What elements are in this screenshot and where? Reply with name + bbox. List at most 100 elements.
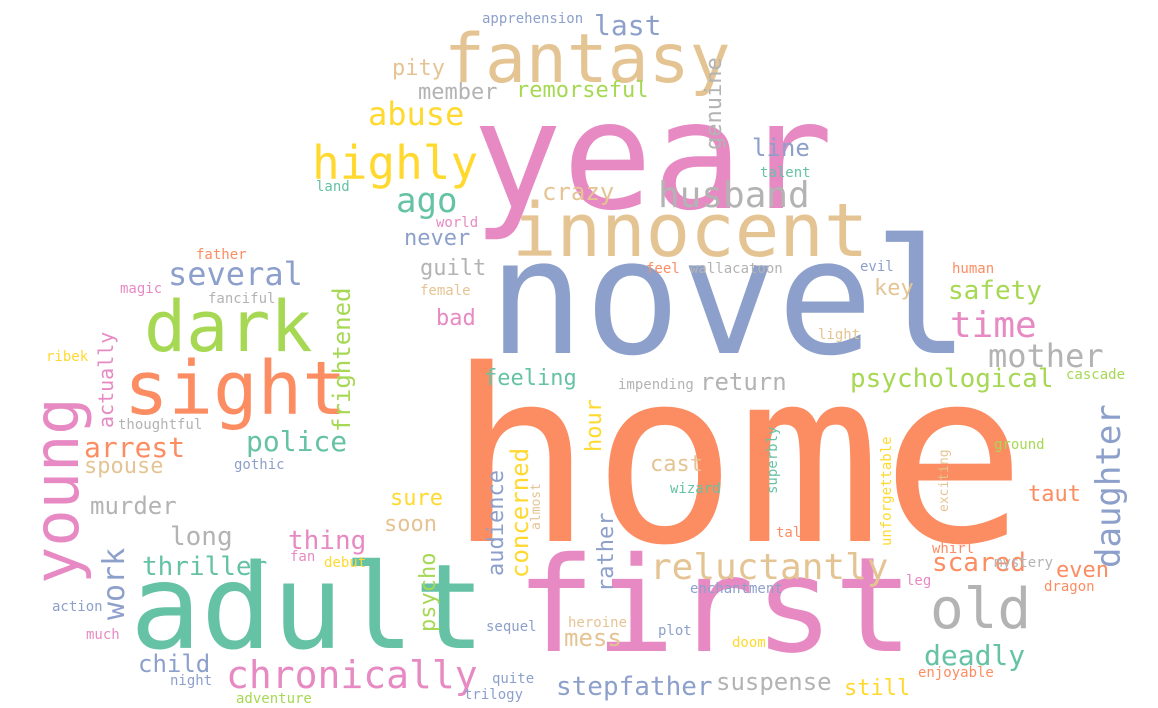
word-enchantment: enchantment [690, 581, 783, 597]
word-remorseful: remorseful [516, 78, 649, 103]
word-feel: feel [646, 261, 680, 277]
word-thing: thing [288, 526, 367, 556]
word-mystery: mystery [994, 555, 1054, 571]
word-adult: adult [130, 538, 486, 676]
word-year: year [472, 70, 834, 244]
word-abuse: abuse [368, 95, 465, 133]
word-plot: plot [658, 623, 692, 639]
word-long: long [170, 522, 233, 552]
word-audience: audience [484, 470, 509, 576]
word-dragon: dragon [1044, 579, 1095, 595]
word-safety: safety [948, 276, 1042, 306]
word-unforgettable: unforgettable [879, 436, 895, 546]
word-leg: leg [906, 573, 932, 589]
word-deadly: deadly [924, 639, 1026, 672]
word-actually: actually [94, 331, 118, 428]
word-fantasy: fantasy [444, 20, 731, 99]
word-world: world [436, 215, 479, 231]
word-several: several [168, 255, 303, 293]
word-still: still [844, 676, 911, 701]
word-home: home [448, 318, 1026, 598]
word-novel: novel [488, 204, 970, 391]
word-night: night [170, 673, 213, 689]
word-land: land [316, 179, 350, 195]
word-bad: bad [436, 306, 476, 331]
word-enjoyable: enjoyable [918, 665, 994, 681]
word-impending: impending [618, 377, 694, 393]
word-police: police [246, 425, 348, 458]
word-light: light [818, 327, 861, 343]
word-adventure: adventure [236, 691, 312, 707]
word-psychological: psychological [850, 364, 1054, 394]
word-soon: soon [384, 512, 437, 537]
word-child: child [138, 650, 211, 678]
word-rather: rather [594, 512, 619, 592]
word-female: female [420, 283, 471, 299]
word-frightened: frightened [328, 287, 356, 433]
word-cast: cast [650, 452, 703, 477]
word-ribek: ribek [46, 349, 89, 365]
word-exciting: exciting [937, 449, 952, 512]
word-reluctantly: reluctantly [650, 547, 889, 588]
word-line: line [752, 134, 810, 162]
word-debut: debut [324, 555, 367, 571]
word-daughter: daughter [1089, 404, 1129, 568]
word-work: work [97, 547, 132, 620]
word-gothic: gothic [234, 457, 285, 473]
word-sure: sure [390, 486, 443, 511]
word-father: father [196, 247, 247, 263]
word-taut: taut [1028, 482, 1081, 507]
word-whirl: whirl [932, 541, 975, 557]
word-key: key [874, 276, 914, 301]
word-spouse: spouse [84, 454, 164, 479]
word-much: much [86, 627, 120, 643]
word-ground: ground [994, 437, 1045, 453]
word-tale: tale [776, 525, 810, 541]
word-magic: magic [120, 281, 163, 297]
word-superbly: superbly [765, 426, 781, 494]
word-murder: murder [90, 492, 177, 520]
word-wallacatoon: wallacatoon [690, 261, 783, 277]
word-chronically: chronically [226, 653, 478, 697]
word-guilt: guilt [420, 256, 487, 281]
word-mess: mess [564, 624, 622, 652]
word-scared: scared [932, 548, 1026, 578]
word-talent: talent [760, 165, 811, 181]
word-time: time [950, 305, 1037, 346]
word-first: first [516, 529, 914, 683]
word-suspense: suspense [716, 668, 832, 696]
word-last: last [594, 9, 662, 42]
word-crazy: crazy [542, 178, 615, 206]
word-cascade: cascade [1066, 367, 1126, 383]
word-arrest: arrest [84, 431, 186, 464]
word-wizard: wizard [670, 481, 721, 497]
word-evil: evil [860, 259, 894, 275]
word-fan: fan [290, 549, 316, 565]
word-doom: doom [732, 635, 766, 651]
word-ago: ago [396, 181, 458, 221]
word-quite: quite [492, 671, 535, 687]
word-husband: husband [658, 175, 810, 216]
word-sequel: sequel [486, 619, 537, 635]
word-apprehension: apprehension [482, 11, 584, 27]
word-feeling: feeling [484, 366, 577, 391]
word-member: member [418, 80, 498, 105]
word-pity: pity [392, 56, 445, 81]
word-return: return [700, 368, 787, 396]
word-innocent: innocent [512, 188, 869, 274]
word-stepfather: stepfather [556, 672, 713, 702]
word-human: human [952, 261, 995, 277]
word-young: young [20, 397, 93, 584]
word-almost: almost [529, 483, 544, 530]
word-thriller: thriller [142, 552, 268, 582]
word-even: even [1056, 558, 1109, 583]
word-mother: mother [988, 337, 1104, 375]
word-genuine: genuine [702, 57, 727, 150]
word-sight: sight [124, 346, 347, 432]
word-action: action [52, 599, 103, 615]
word-trilogy: trilogy [464, 687, 524, 703]
word-fanciful: fanciful [208, 291, 276, 307]
word-heroine: heroine [568, 615, 628, 631]
word-hour: hour [582, 399, 607, 452]
